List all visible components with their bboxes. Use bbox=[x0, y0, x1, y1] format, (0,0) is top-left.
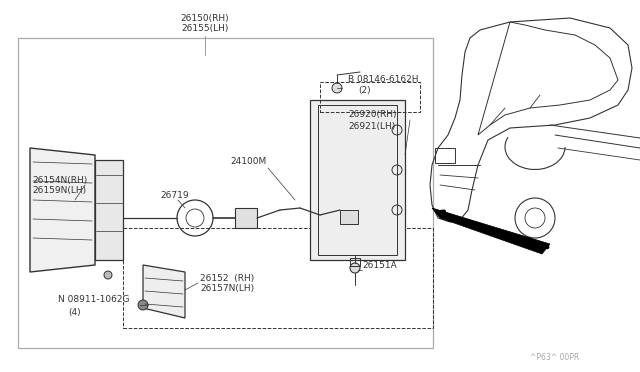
Bar bbox=[435, 148, 455, 163]
Bar bbox=[318, 105, 397, 255]
Text: (2): (2) bbox=[358, 86, 371, 94]
Text: B 08146-6162H: B 08146-6162H bbox=[348, 76, 419, 84]
Circle shape bbox=[138, 300, 148, 310]
Text: 24100M: 24100M bbox=[230, 157, 266, 167]
Text: 26151A: 26151A bbox=[362, 260, 397, 269]
Circle shape bbox=[350, 263, 360, 273]
Text: ^P63^ 00PR: ^P63^ 00PR bbox=[530, 353, 579, 362]
Text: N 08911-1062G: N 08911-1062G bbox=[58, 295, 129, 305]
Bar bbox=[235, 208, 257, 228]
Text: 26152  (RH): 26152 (RH) bbox=[200, 273, 254, 282]
Polygon shape bbox=[143, 265, 185, 318]
Bar bbox=[350, 258, 360, 266]
Text: 26920(RH): 26920(RH) bbox=[348, 110, 397, 119]
Circle shape bbox=[332, 83, 342, 93]
Bar bbox=[310, 100, 405, 260]
Text: 26159N(LH): 26159N(LH) bbox=[32, 186, 86, 195]
Bar bbox=[18, 38, 433, 348]
Bar bbox=[123, 228, 433, 328]
Text: 26150(RH): 26150(RH) bbox=[180, 13, 229, 22]
Text: 26157N(LH): 26157N(LH) bbox=[200, 285, 254, 294]
Text: 26719: 26719 bbox=[160, 190, 189, 199]
Circle shape bbox=[104, 271, 112, 279]
Polygon shape bbox=[432, 208, 550, 254]
Text: 26921(LH): 26921(LH) bbox=[348, 122, 396, 131]
Bar bbox=[95, 160, 123, 260]
Polygon shape bbox=[30, 148, 95, 272]
Text: 26155(LH): 26155(LH) bbox=[181, 23, 228, 32]
Text: 26154N(RH): 26154N(RH) bbox=[32, 176, 87, 185]
Bar bbox=[320, 82, 420, 112]
Text: (4): (4) bbox=[68, 308, 81, 317]
Bar bbox=[340, 210, 358, 224]
